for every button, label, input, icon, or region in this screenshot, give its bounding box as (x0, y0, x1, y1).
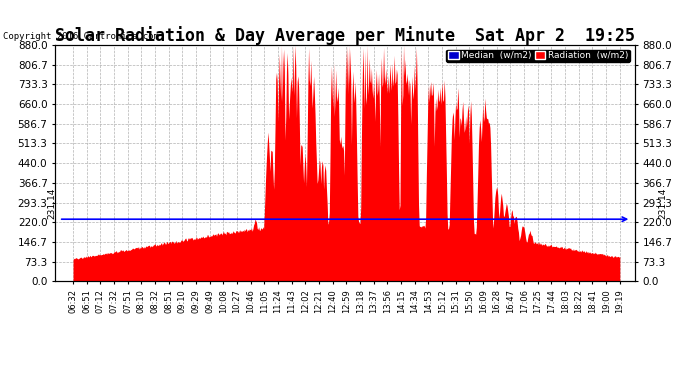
Text: 231.14: 231.14 (658, 188, 667, 219)
Title: Solar Radiation & Day Average per Minute  Sat Apr 2  19:25: Solar Radiation & Day Average per Minute… (55, 26, 635, 45)
Text: Copyright 2016 Cartronics.com: Copyright 2016 Cartronics.com (3, 32, 159, 41)
Legend: Median  (w/m2), Radiation  (w/m2): Median (w/m2), Radiation (w/m2) (446, 50, 630, 62)
Text: 231.14: 231.14 (47, 188, 56, 219)
